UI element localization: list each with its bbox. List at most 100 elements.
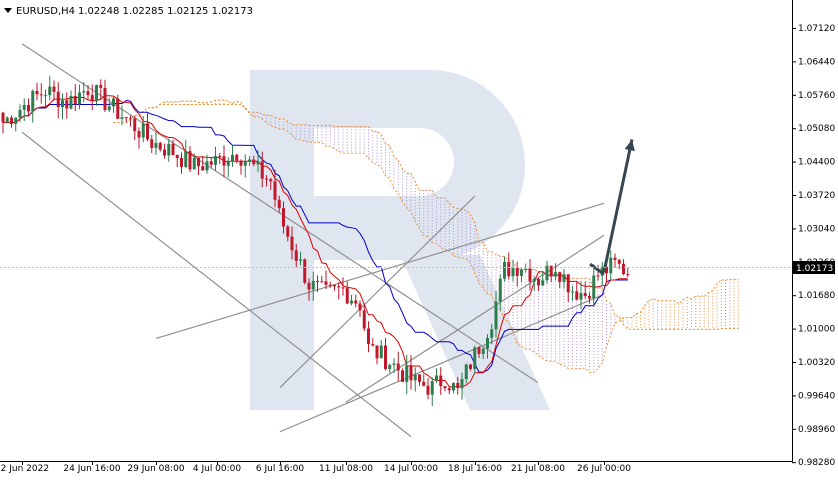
senkou-span-a (113, 99, 739, 373)
candle-body (617, 259, 621, 264)
kijun-line (3, 99, 628, 373)
candle-body (214, 155, 217, 165)
candle-body (511, 267, 515, 277)
time-axis: 22 Jun 2022 24 Jun 16:00 29 Jun 08:00 4 Jul… (0, 461, 631, 474)
candle-body (341, 287, 345, 289)
candle-body (362, 310, 366, 329)
candle-body (31, 90, 35, 112)
candle-body (532, 278, 536, 282)
x-tick-label: 26 Jul 00:00 (577, 464, 631, 474)
candle-body (515, 267, 519, 276)
candle-body (226, 161, 230, 166)
y-tick-label: 0.99640 (798, 391, 835, 401)
candle-body (481, 348, 485, 354)
trendline (279, 195, 476, 388)
forecast-arrow-shaft (602, 139, 634, 273)
candle-body (103, 87, 107, 111)
candle-body (167, 143, 171, 156)
candle-body (367, 328, 370, 345)
candle-body (86, 91, 90, 96)
candle-body (435, 375, 438, 382)
y-tick-label: 1.01000 (798, 325, 835, 335)
forecast-arrowhead (624, 139, 635, 152)
candle-body (307, 282, 311, 290)
candle-body (490, 329, 494, 338)
candle-body (541, 280, 545, 286)
candle-body (265, 178, 268, 180)
candle-body (201, 166, 205, 171)
candle-body (396, 363, 400, 371)
candle-body (473, 347, 477, 369)
candle-body (507, 262, 511, 277)
y-tick-label: 1.07120 (798, 24, 835, 34)
candle-body (99, 85, 103, 88)
y-tick-label: 1.00320 (798, 358, 835, 368)
candle-body (277, 199, 281, 209)
candle-body (78, 92, 81, 105)
candle-body (180, 158, 183, 167)
candle-body (252, 159, 256, 165)
watermark-stem (250, 70, 314, 410)
candle-body (129, 117, 132, 119)
trendline (21, 43, 539, 384)
candle-body (596, 275, 600, 277)
candle-body (35, 90, 39, 95)
candle-body (562, 274, 566, 282)
y-tick-label: 1.01680 (798, 291, 835, 301)
candle-body (192, 158, 196, 170)
candle-body (184, 151, 188, 167)
y-tick-label: 1.03040 (798, 224, 835, 234)
forecast-arrow (589, 139, 635, 276)
candle-body (154, 142, 158, 148)
candle-body (456, 382, 460, 389)
candle-body (14, 117, 18, 124)
current-price-label: 1.02173 (796, 264, 833, 274)
candle-body (316, 280, 319, 282)
candle-body (243, 161, 247, 166)
trendline (21, 131, 412, 438)
trendline (345, 234, 605, 403)
y-tick-label: 1.05080 (798, 124, 835, 134)
candle-body (549, 265, 553, 277)
candle-body (337, 286, 341, 288)
candle-body (503, 262, 506, 279)
price-axis: 1.07120 1.06440 1.05760 1.05080 1.04400 1.037… (792, 24, 835, 468)
candle-body (209, 161, 213, 165)
candle-body (95, 85, 98, 102)
candle-body (537, 278, 540, 286)
candle-body (622, 263, 625, 275)
y-tick-label: 1.03720 (798, 191, 835, 201)
candle-body (158, 142, 162, 150)
candle-body (583, 293, 587, 297)
candle-body (320, 281, 324, 283)
candle-body (44, 95, 47, 97)
candle-body (65, 100, 69, 109)
candle-body (39, 94, 43, 96)
candle-body (18, 109, 22, 118)
candle-body (388, 364, 392, 369)
senkou-span-b (113, 104, 739, 330)
candle-body (56, 91, 60, 108)
candle-body (375, 345, 379, 359)
ichimoku-cloud (113, 99, 739, 373)
candle-body (10, 117, 13, 124)
dropdown-triangle-icon[interactable] (4, 8, 12, 13)
candle-body (248, 159, 251, 162)
candle-body (269, 179, 273, 182)
x-tick-label: 29 Jun 08:00 (127, 464, 184, 474)
y-tick-label: 1.05760 (798, 91, 835, 101)
candle-body (422, 381, 426, 386)
candle-body (358, 303, 362, 311)
candle-body (464, 364, 468, 380)
candle-body (626, 274, 630, 276)
candle-body (430, 381, 434, 395)
candle-body (120, 117, 124, 119)
candle-body (175, 155, 179, 159)
forecast-arrow-dip (589, 262, 605, 276)
candle-body (286, 226, 290, 237)
candle-body (384, 345, 387, 369)
candle-body (222, 156, 226, 166)
candle-body (566, 274, 570, 293)
candle-body (137, 131, 141, 138)
